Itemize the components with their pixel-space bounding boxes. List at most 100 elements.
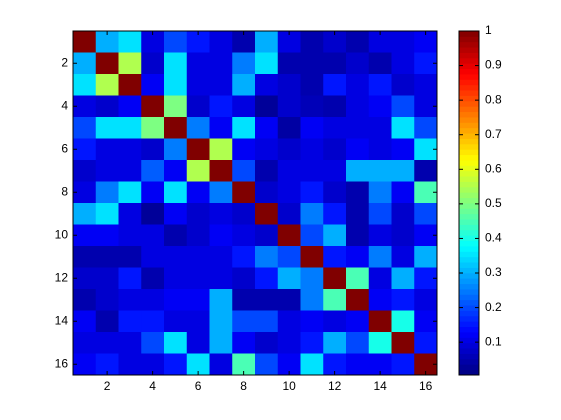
- heatmap-cell: [300, 138, 324, 161]
- colorbar-swatch: [459, 256, 479, 263]
- heatmap-cell: [391, 224, 415, 247]
- heatmap-cell: [164, 224, 188, 247]
- colorbar-swatch: [459, 262, 479, 268]
- heatmap-cell: [368, 95, 392, 118]
- heatmap-cell: [232, 353, 256, 376]
- heatmap-cell: [368, 138, 392, 161]
- colorbar-swatch: [459, 251, 479, 258]
- heatmap-cell: [73, 117, 97, 139]
- heatmap-cell: [73, 181, 97, 204]
- heatmap-cell: [141, 289, 165, 311]
- y-tick-label: 14: [55, 313, 69, 327]
- heatmap-cell: [164, 353, 188, 376]
- heatmap-cell: [95, 310, 119, 333]
- heatmap-cell: [73, 52, 97, 75]
- heatmap-cell: [346, 138, 370, 161]
- colorbar-swatch: [459, 52, 479, 59]
- heatmap-cell: [73, 203, 97, 225]
- heatmap-cell: [346, 31, 370, 53]
- heatmap-cell: [209, 353, 233, 376]
- heatmap-cell: [164, 332, 188, 354]
- colorbar-swatch: [459, 310, 479, 317]
- heatmap-cell: [323, 138, 347, 161]
- colorbar-swatch: [459, 203, 479, 209]
- heatmap-cell: [209, 246, 233, 268]
- heatmap-cell: [209, 267, 233, 290]
- colorbar-swatch: [459, 235, 479, 242]
- heatmap-cell: [232, 203, 256, 225]
- heatmap-cell: [209, 203, 233, 225]
- heatmap-cell: [391, 267, 415, 290]
- heatmap-cell: [368, 332, 392, 354]
- heatmap-cell: [300, 74, 324, 96]
- y-tick-label: 8: [61, 184, 68, 198]
- heatmap-cell: [141, 95, 165, 118]
- heatmap-cell: [368, 117, 392, 139]
- colorbar-swatch: [459, 337, 479, 344]
- heatmap-cell: [186, 160, 210, 182]
- heatmap-cell: [164, 203, 188, 225]
- x-tick-label: 2: [104, 379, 111, 393]
- heatmap-cell: [118, 267, 142, 290]
- heatmap-cell: [323, 117, 347, 139]
- heatmap-cell: [141, 332, 165, 354]
- heatmap-cell: [323, 31, 347, 53]
- heatmap-cell: [95, 224, 119, 247]
- heatmap-cell: [95, 74, 119, 96]
- colorbar-swatch: [459, 181, 479, 188]
- heatmap-cell: [209, 74, 233, 96]
- heatmap-cell: [118, 52, 142, 75]
- heatmap-cell: [232, 181, 256, 204]
- heatmap-cell: [95, 332, 119, 354]
- heatmap-cell: [391, 181, 415, 204]
- heatmap-cell: [164, 52, 188, 75]
- colorbar-swatch: [459, 267, 479, 274]
- heatmap-cell: [232, 117, 256, 139]
- colorbar-swatch: [459, 176, 479, 182]
- colorbar-swatch: [459, 289, 479, 295]
- heatmap-cell: [73, 160, 97, 182]
- colorbar-swatch: [459, 143, 479, 150]
- heatmap-cell: [186, 353, 210, 376]
- heatmap-cell: [391, 289, 415, 311]
- heatmap-cell: [277, 52, 301, 75]
- heatmap-cell: [414, 31, 438, 53]
- colorbar-swatch: [459, 122, 479, 129]
- heatmap-cell: [391, 160, 415, 182]
- heatmap-cell: [164, 117, 188, 139]
- colorbar-swatch: [459, 192, 479, 199]
- heatmap-cell: [186, 332, 210, 354]
- x-tick-label: 12: [328, 379, 342, 393]
- colorbar-swatch: [459, 127, 479, 134]
- heatmap-cell: [414, 74, 438, 96]
- heatmap-cell: [300, 224, 324, 247]
- heatmap-cell: [300, 117, 324, 139]
- colorbar-tick-label: 0.2: [485, 300, 502, 314]
- colorbar-swatch: [459, 283, 479, 290]
- colorbar-swatch: [459, 154, 479, 161]
- heatmap-cell: [95, 138, 119, 161]
- heatmap-cell: [255, 181, 279, 204]
- heatmap-cell: [255, 203, 279, 225]
- heatmap-cell: [277, 246, 301, 268]
- heatmap-cell: [255, 138, 279, 161]
- heatmap-cell: [186, 310, 210, 333]
- colorbar-swatch: [459, 299, 479, 306]
- heatmap-cell: [118, 74, 142, 96]
- colorbar-tick-label: 0.3: [485, 265, 502, 279]
- colorbar-swatch: [459, 315, 479, 322]
- heatmap-cell: [414, 52, 438, 75]
- heatmap-cell: [323, 332, 347, 354]
- colorbar-swatch: [459, 358, 479, 365]
- heatmap-cell: [391, 138, 415, 161]
- heatmap-cell: [391, 31, 415, 53]
- x-tick-label: 16: [419, 379, 433, 393]
- heatmap-cell: [118, 332, 142, 354]
- colorbar-swatch: [459, 219, 479, 225]
- colorbar-tick-label: 0.7: [485, 127, 502, 141]
- heatmap-cell: [118, 353, 142, 376]
- heatmap-cell: [300, 203, 324, 225]
- heatmap-cell: [232, 332, 256, 354]
- heatmap-cell: [209, 289, 233, 311]
